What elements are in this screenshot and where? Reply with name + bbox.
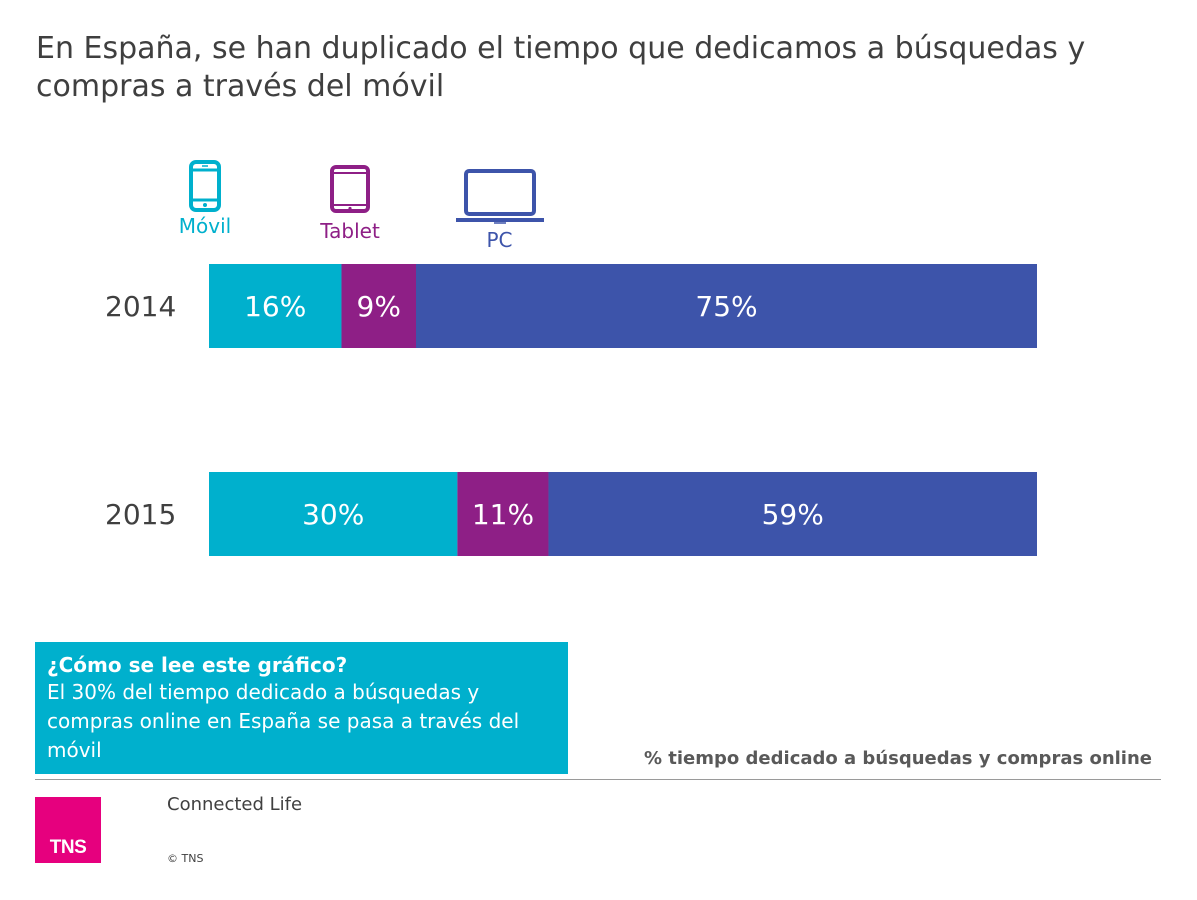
smartphone-icon (189, 160, 221, 212)
legend-label-tablet: Tablet (320, 219, 380, 243)
y-tick-label-2014: 2014 (105, 290, 176, 323)
how-to-read-text: El 30% del tiempo dedicado a búsquedas y… (47, 680, 520, 762)
footer-divider (35, 779, 1161, 780)
bar-mvil-2014 (209, 264, 342, 348)
data-label-mvil-2014: 16% (244, 290, 306, 323)
bar-pc-2014 (416, 264, 1037, 348)
how-to-read-box: ¿Cómo se lee este gráfico? El 30% del ti… (35, 642, 568, 774)
data-label-mvil-2015: 30% (302, 498, 364, 531)
legend-item-pc: PC (452, 168, 547, 252)
data-label-tablet-2014: 9% (357, 290, 401, 323)
data-label-tablet-2015: 11% (472, 498, 534, 531)
data-label-pc-2015: 59% (762, 498, 824, 531)
laptop-icon (455, 169, 544, 224)
bar-tablet-2015 (457, 472, 549, 556)
y-tick-label-2015: 2015 (105, 498, 176, 531)
legend-label-pc: PC (486, 228, 513, 252)
how-to-read-title: ¿Cómo se lee este gráfico? (47, 653, 348, 677)
footer-copyright: © TNS (167, 852, 204, 865)
footer-title: Connected Life (167, 794, 303, 815)
data-label-pc-2014: 75% (695, 290, 757, 323)
legend-item-tablet: Tablet (305, 165, 395, 243)
bar-mvil-2015 (209, 472, 458, 556)
stacked-bar-chart: 2014 16% 9% 75% 2015 30% 11% 59% (105, 264, 1037, 556)
x-axis-caption: % tiempo dedicado a búsquedas y compras … (643, 748, 1152, 769)
legend-label-movil: Móvil (178, 214, 232, 238)
tns-logo-text: TNS (49, 837, 87, 858)
tns-logo: TNS (35, 797, 101, 863)
tablet-icon (330, 165, 370, 213)
bar-tablet-2014 (341, 264, 416, 348)
legend-item-movil: Móvil (160, 160, 250, 238)
bar-pc-2015 (548, 472, 1037, 556)
chart-title: En España, se han duplicado el tiempo qu… (36, 31, 1086, 104)
